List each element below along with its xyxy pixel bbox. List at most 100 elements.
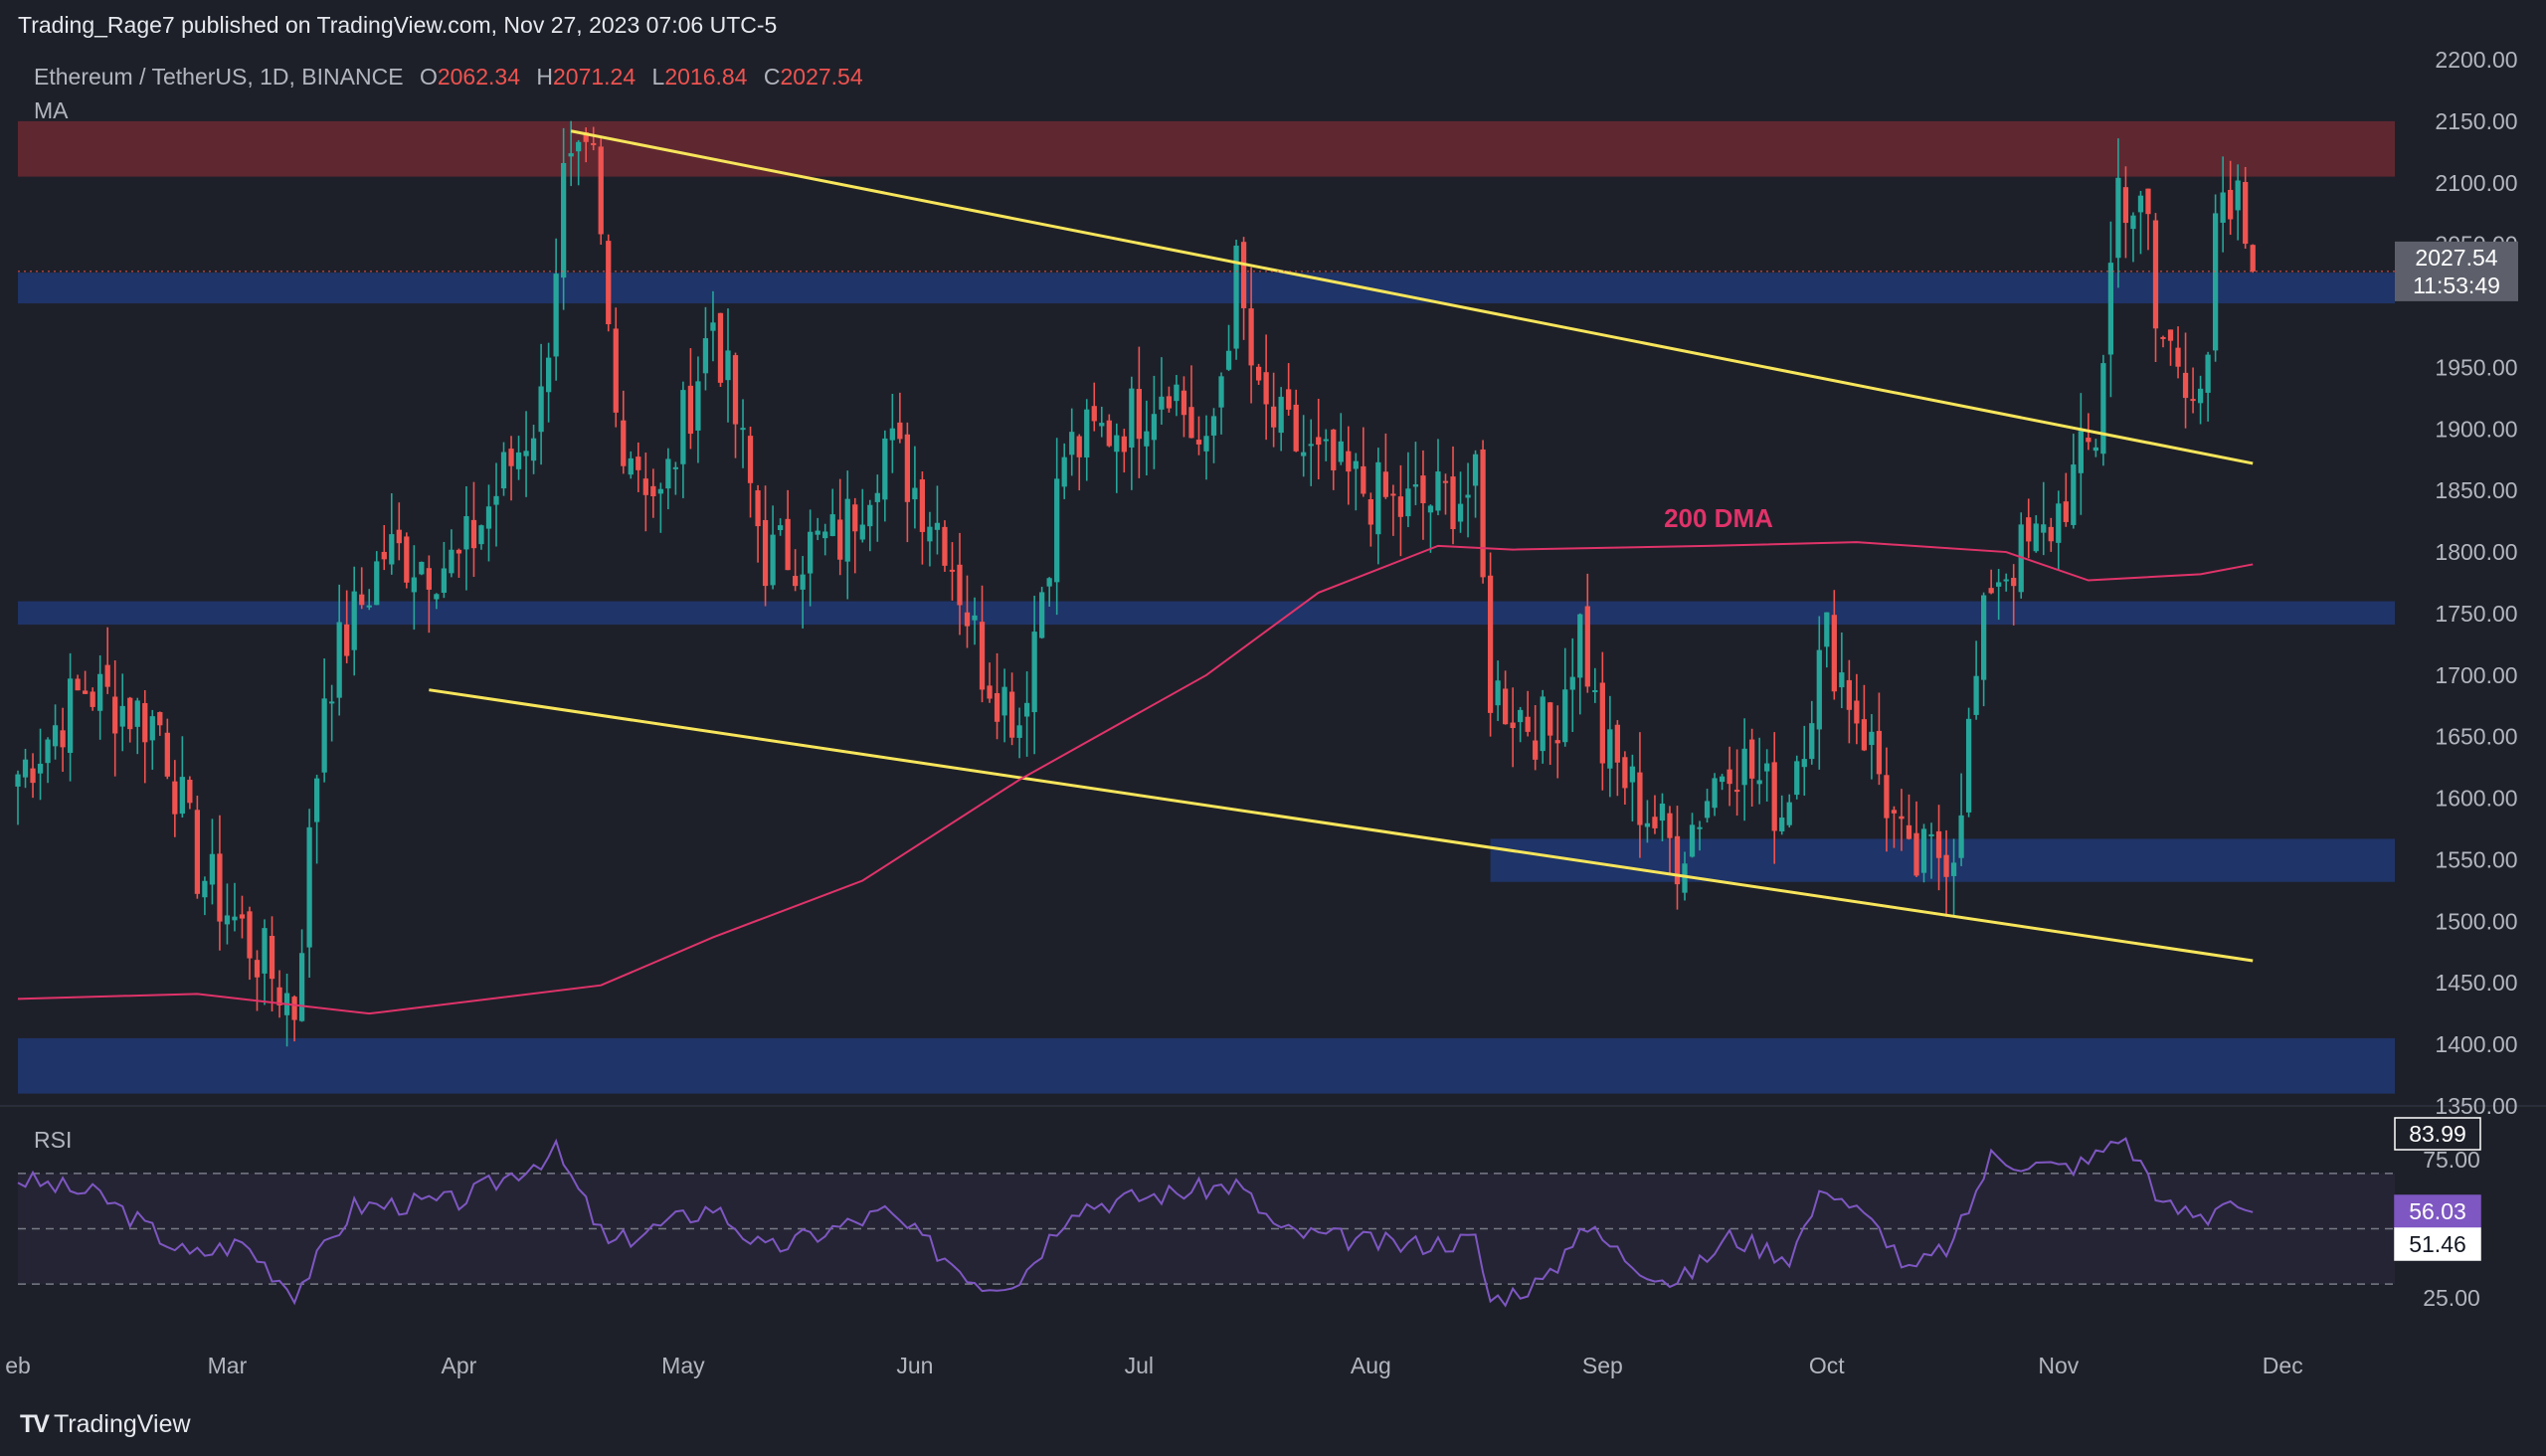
candle-body — [1869, 731, 1875, 746]
candle-body — [1472, 454, 1479, 486]
candle-body — [1412, 484, 1419, 487]
candle-body — [306, 826, 312, 948]
candle-body — [538, 386, 544, 433]
candle-body — [1592, 690, 1598, 693]
candle-body — [1981, 595, 1987, 680]
candle-body — [90, 691, 95, 707]
candle-body — [344, 624, 350, 656]
candle-body — [2063, 501, 2069, 522]
candle-body — [1547, 702, 1553, 736]
candle-body — [112, 696, 118, 734]
candle-body — [987, 685, 993, 699]
candle-body — [695, 381, 701, 431]
y-tick-label: 1750.00 — [2435, 601, 2517, 627]
candle-body — [500, 452, 507, 489]
candle-body — [366, 605, 372, 608]
candle-body — [1435, 471, 1441, 511]
high-value: 2071.24 — [553, 64, 636, 90]
candle-body — [1278, 396, 1284, 434]
y-tick-label: 1500.00 — [2435, 908, 2517, 934]
candle-body — [717, 312, 724, 383]
candle-body — [1240, 242, 1247, 308]
candle-body — [209, 853, 216, 885]
candle-body — [1965, 718, 1972, 813]
candle-body — [1338, 441, 1344, 462]
candle-body — [1727, 769, 1732, 785]
symbol-label[interactable]: Ethereum / TetherUS, 1D, BINANCE — [34, 64, 404, 90]
candle-body — [829, 514, 835, 537]
price-tag-countdown: 11:53:49 — [2413, 273, 2500, 298]
candle-body — [957, 564, 963, 606]
candle-body — [104, 664, 110, 687]
candle-body — [1054, 478, 1060, 583]
candle-body — [298, 953, 305, 1021]
candle-body — [561, 162, 567, 278]
candle-body — [1405, 488, 1411, 517]
candle-body — [822, 531, 828, 539]
candle-body — [164, 732, 170, 777]
x-tick-label: Aug — [1351, 1353, 1391, 1378]
candle-body — [1771, 762, 1777, 831]
candle-body — [1935, 830, 1942, 858]
x-tick-label: Sep — [1582, 1353, 1623, 1378]
candle-body — [224, 915, 231, 925]
candle-body — [426, 568, 432, 590]
support-zone-2 — [18, 601, 2395, 626]
candle-body — [1106, 420, 1112, 447]
candle-body — [254, 960, 261, 978]
x-tick-label: Dec — [2263, 1353, 2303, 1378]
candle-body — [1218, 376, 1224, 408]
candle-body — [455, 549, 462, 554]
candle-body — [687, 385, 694, 435]
publisher-header: Trading_Rage7 published on TradingView.c… — [18, 12, 778, 38]
candle-body — [2041, 524, 2047, 533]
candle-body — [680, 390, 686, 464]
rsi-indicator-label[interactable]: RSI — [34, 1127, 73, 1153]
candle-body — [2056, 503, 2062, 543]
candle-body — [2145, 188, 2151, 215]
x-tick-label: Jun — [896, 1353, 933, 1378]
candle-body — [874, 492, 880, 502]
dma-label: 200 DMA — [1664, 503, 1773, 533]
candle-body — [1099, 423, 1105, 427]
candle-body — [1361, 465, 1366, 494]
candle-body — [1741, 748, 1747, 786]
candle-body — [1861, 719, 1868, 751]
ma-indicator-label[interactable]: MA — [34, 97, 69, 123]
candle-body — [636, 456, 641, 470]
candle-body — [1622, 757, 1628, 789]
candle-body — [1375, 461, 1381, 535]
candle-body — [1248, 308, 1254, 366]
candle-body — [157, 712, 163, 726]
candle-body — [2220, 192, 2226, 223]
open-value: 2062.34 — [437, 64, 520, 90]
candle-body — [740, 428, 746, 431]
candle-body — [1801, 759, 1807, 768]
candle-body — [411, 577, 417, 593]
candle-body — [2197, 388, 2204, 404]
y-tick-label: 1900.00 — [2435, 416, 2517, 442]
candle-body — [598, 146, 604, 235]
y-tick-label: 1400.00 — [2435, 1031, 2517, 1057]
candle-body — [837, 519, 843, 560]
candle-body — [979, 622, 986, 690]
low-value: 2016.84 — [664, 64, 748, 90]
candle-body — [478, 525, 484, 545]
candle-body — [329, 701, 335, 704]
candle-body — [1533, 740, 1539, 760]
candle-body — [710, 322, 716, 331]
candle-body — [52, 725, 59, 747]
candle-body — [217, 853, 223, 922]
candle-body — [591, 142, 597, 145]
candle-body — [2137, 195, 2144, 213]
tradingview-brand[interactable]: TV TradingView — [20, 1410, 191, 1439]
candle-body — [859, 524, 865, 540]
tradingview-brand-name: TradingView — [53, 1410, 191, 1438]
candle-body — [232, 916, 238, 921]
candle-body — [1480, 449, 1486, 578]
candle-body — [2235, 180, 2241, 211]
candle-body — [912, 487, 918, 500]
candle-body — [381, 551, 387, 560]
candle-body — [1667, 813, 1673, 838]
